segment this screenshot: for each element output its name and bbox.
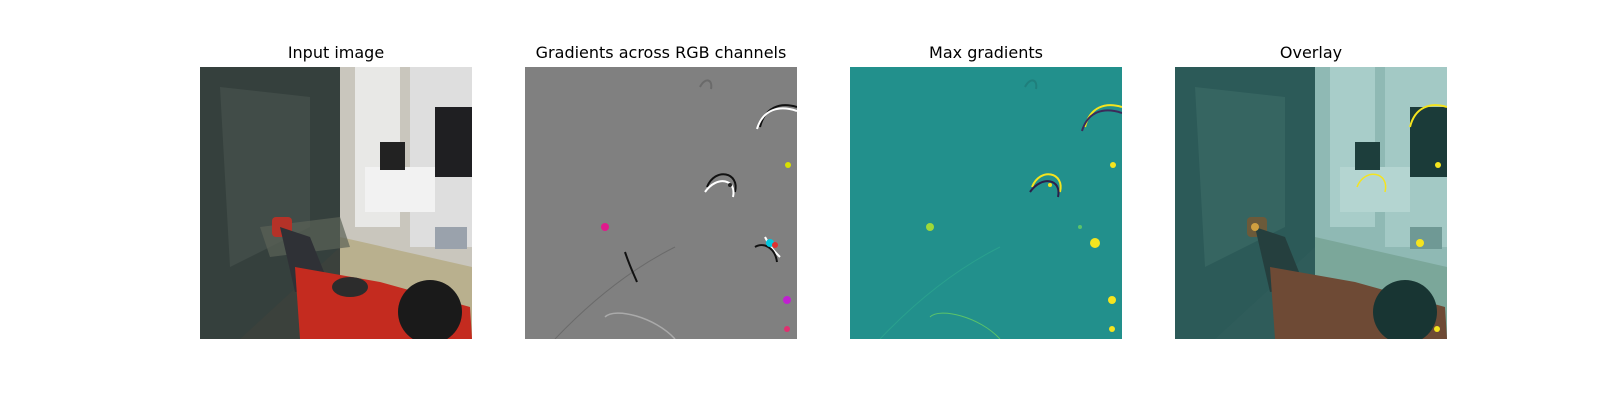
rgb-gradients-title: Gradients across RGB channels: [535, 43, 787, 62]
rgb-gradients-image: [525, 67, 797, 339]
overlay-title: Overlay: [1279, 43, 1343, 62]
max-gradients-image: [850, 67, 1122, 339]
panel-overlay: Overlay: [1175, 0, 1447, 400]
max-gradients-title: Max gradients: [929, 43, 1043, 62]
overlay-image: [1175, 67, 1447, 339]
input-image: [200, 67, 472, 339]
panel-rgb-gradients: Gradients across RGB channels: [525, 0, 797, 400]
panel-max-gradients: Max gradients: [850, 0, 1122, 400]
panel-input-image: Input image: [200, 0, 472, 400]
input-image-title: Input image: [287, 43, 385, 62]
